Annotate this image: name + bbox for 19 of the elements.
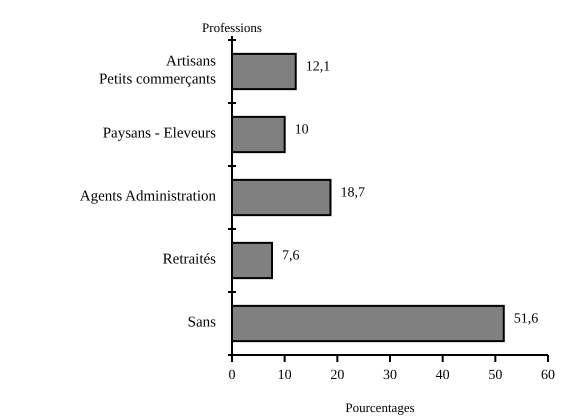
data-label: 18,7 xyxy=(340,186,365,201)
data-label: 51,6 xyxy=(514,312,538,327)
x-tick-label: 40 xyxy=(436,368,450,383)
y-tick-label: Sans xyxy=(188,314,216,331)
data-label: 10 xyxy=(294,122,309,138)
x-tick-label: 30 xyxy=(383,368,397,383)
x-tick-label: 20 xyxy=(330,368,344,383)
x-tick-label: 60 xyxy=(541,368,555,383)
y-tick-label: Artisans Petits commerçants xyxy=(98,54,216,88)
data-label: 12,1 xyxy=(306,60,330,75)
x-tick-label: 50 xyxy=(488,368,502,383)
y-axis-title: Professions xyxy=(202,20,262,35)
y-tick-label: Agents Administration xyxy=(80,188,216,205)
y-tick-label: Retraités xyxy=(162,252,216,268)
x-tick-label: 10 xyxy=(278,368,292,383)
data-label: 7,6 xyxy=(282,248,300,264)
y-tick-label: Paysans - Eleveurs xyxy=(102,126,216,142)
x-tick-label: 0 xyxy=(228,368,236,383)
x-axis-title: Pourcentages xyxy=(345,400,415,415)
